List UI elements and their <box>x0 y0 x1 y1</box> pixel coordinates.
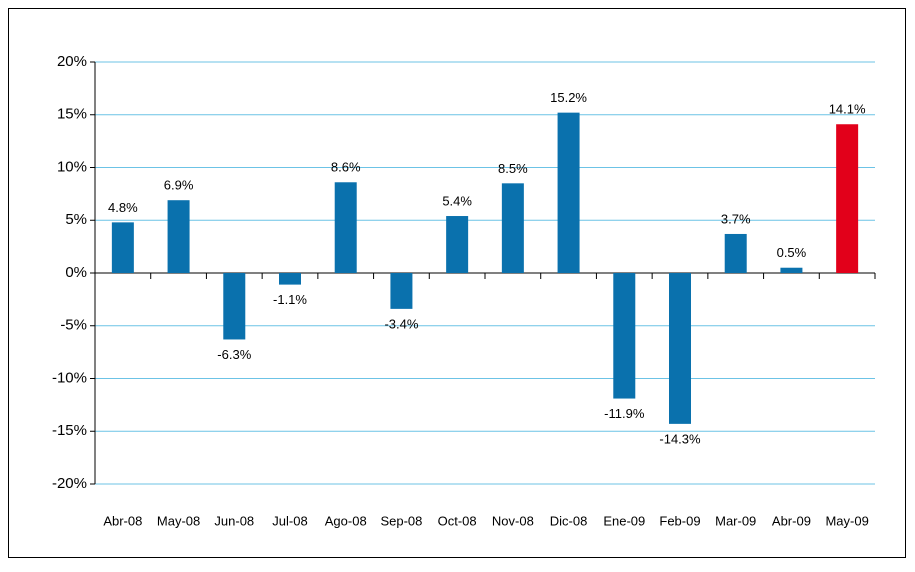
y-tick-label: 0% <box>65 264 87 281</box>
x-tick-label: Dic-08 <box>550 513 588 528</box>
x-tick-label: Oct-08 <box>438 513 477 528</box>
bar <box>111 222 134 273</box>
bar <box>390 273 413 309</box>
value-label: -11.9% <box>604 406 645 421</box>
bar <box>557 112 580 273</box>
x-tick-label: May-09 <box>825 513 868 528</box>
x-tick-label: Ago-08 <box>325 513 367 528</box>
bar <box>836 124 859 274</box>
x-tick-label: Sep-08 <box>380 513 422 528</box>
x-tick-label: Mar-09 <box>715 513 756 528</box>
value-label: 6.9% <box>164 178 194 193</box>
bar <box>446 216 469 273</box>
x-tick-label: Feb-09 <box>659 513 700 528</box>
bar <box>669 273 691 424</box>
bar <box>334 182 357 273</box>
value-label: 8.5% <box>498 161 528 176</box>
y-tick-label: -20% <box>52 475 87 492</box>
value-label: 15.2% <box>550 90 587 105</box>
value-label: -14.3% <box>659 431 701 446</box>
value-label: -3.4% <box>384 316 418 331</box>
x-tick-label: Abr-08 <box>103 513 142 528</box>
x-tick-label: Ene-09 <box>603 513 645 528</box>
x-tick-label: Jul-08 <box>272 513 307 528</box>
y-tick-label: 10% <box>57 158 87 175</box>
value-label: 5.4% <box>442 193 472 208</box>
x-tick-label: Abr-09 <box>772 513 811 528</box>
y-tick-label: -5% <box>60 317 87 334</box>
x-tick-label: Jun-08 <box>214 513 254 528</box>
y-tick-label: -10% <box>52 369 87 386</box>
value-label: 4.8% <box>108 200 138 215</box>
value-label: -1.1% <box>273 292 307 307</box>
value-label: 3.7% <box>721 211 751 226</box>
x-tick-label: May-08 <box>157 513 200 528</box>
y-tick-label: 5% <box>65 211 87 228</box>
x-tick-label: Nov-08 <box>492 513 534 528</box>
bar <box>223 273 246 340</box>
chart-border <box>8 8 906 558</box>
bar <box>780 267 803 273</box>
y-tick-label: 20% <box>57 53 87 70</box>
y-tick-label: 15% <box>57 106 87 123</box>
bar <box>279 273 301 285</box>
value-label: -6.3% <box>217 347 251 362</box>
bar <box>724 233 747 273</box>
value-label: 0.5% <box>777 245 807 260</box>
value-label: 8.6% <box>331 160 361 175</box>
bar <box>501 183 524 273</box>
y-tick-label: -15% <box>52 422 87 439</box>
bar <box>167 200 190 273</box>
value-label: 14.1% <box>829 102 866 117</box>
bar <box>613 273 636 399</box>
